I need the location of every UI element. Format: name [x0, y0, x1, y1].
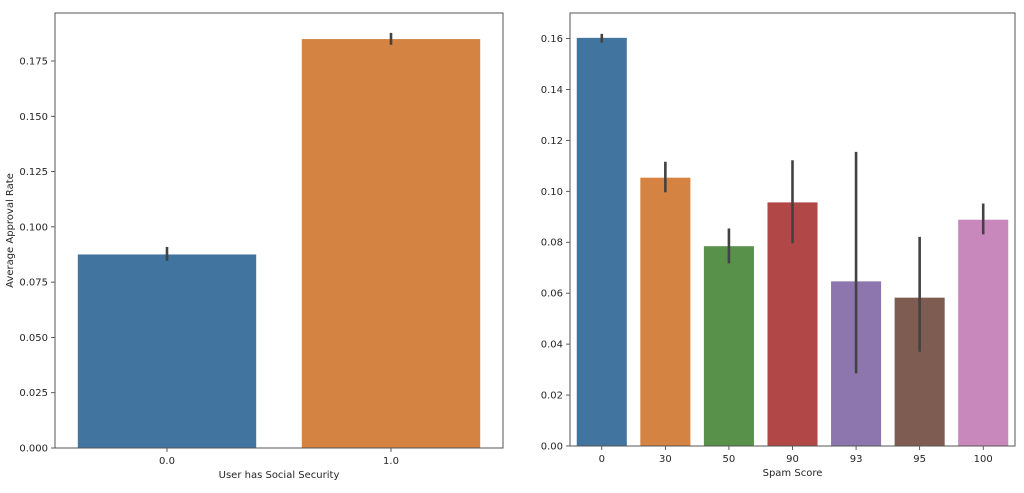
x-axis-label: User has Social Security: [219, 470, 340, 481]
x-tick-label: 1.0: [383, 456, 399, 467]
y-tick-label: 0.150: [19, 112, 48, 123]
chart-2: 0 30 50 90 93 95 100 0.00 0.02 0.04 0.06 0.08 0.10 0.…: [541, 12, 1016, 479]
y-tick-label: 0.04: [541, 340, 563, 351]
x-tick-label: 30: [659, 454, 672, 465]
x-tick-label: 100: [974, 454, 993, 465]
y-tick-label: 0.050: [19, 333, 48, 344]
x-tick-label: 0.0: [159, 456, 175, 467]
y-tick-label: 0.125: [19, 167, 48, 178]
x-tick-label: 50: [723, 454, 736, 465]
bar-30: [639, 176, 692, 447]
y-tick-label: 0.100: [19, 222, 48, 233]
bar-0.0: [77, 253, 257, 449]
y-tick-label: 0.175: [19, 56, 48, 67]
bar-0: [575, 37, 628, 447]
y-tick-label: 0.16: [541, 34, 563, 45]
y-tick-label: 0.14: [541, 85, 563, 96]
x-axis-label: Spam Score: [763, 468, 823, 479]
y-tick-label: 0.075: [19, 278, 48, 289]
bar-100: [957, 218, 1010, 447]
y-tick-label: 0.06: [541, 289, 563, 300]
y-axis-label: Average Approval Rate: [5, 173, 16, 288]
x-tick-label: 0: [599, 454, 605, 465]
y-tick-label: 0.12: [541, 136, 563, 147]
x-tick-label: 93: [850, 454, 863, 465]
y-tick-label: 0.08: [541, 238, 563, 249]
y-tick-label: 0.10: [541, 187, 563, 198]
y-tick-label: 0.000: [19, 444, 48, 455]
axes-frame: [569, 12, 1016, 447]
axes-frame: [54, 12, 504, 449]
bar-1.0: [300, 38, 481, 449]
x-tick-label: 90: [786, 454, 799, 465]
x-tick-label: 95: [913, 454, 926, 465]
bar-50: [703, 245, 755, 447]
y-tick-label: 0.02: [541, 391, 563, 402]
y-tick-label: 0.00: [541, 442, 563, 453]
chart-1: 0.0 1.0 0.000 0.025 0.050 0.075 0.100 0.125 0.15…: [5, 12, 504, 481]
y-tick-label: 0.025: [19, 388, 48, 399]
